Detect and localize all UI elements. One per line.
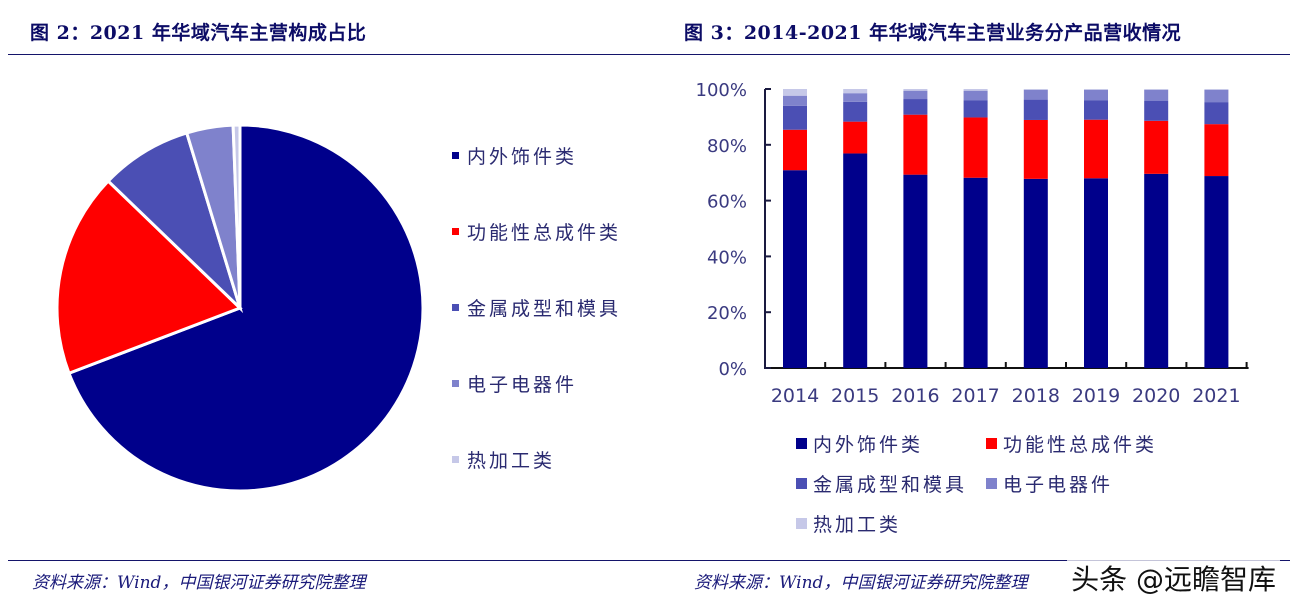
title-divider	[8, 54, 650, 55]
y-tick-label: 0%	[718, 359, 747, 380]
legend-item: 内外饰件类	[452, 142, 577, 169]
bar-segment	[1204, 89, 1229, 103]
y-tick-label: 40%	[707, 247, 747, 268]
y-tick-label: 100%	[696, 80, 747, 101]
bar-segment	[843, 93, 868, 102]
legend-swatch	[796, 438, 807, 449]
bar-segment	[783, 129, 807, 171]
bar-segment	[1204, 176, 1229, 368]
bar-segment	[843, 121, 868, 154]
legend-swatch	[452, 456, 459, 463]
bar-segment	[783, 95, 807, 106]
bar-segment	[903, 90, 928, 100]
bar-segment	[1084, 119, 1108, 179]
legend-swatch	[796, 478, 807, 489]
bar-segment	[1204, 89, 1229, 90]
source-divider	[650, 560, 1290, 561]
legend-item: 热加工类	[796, 510, 901, 537]
source-divider	[8, 560, 650, 561]
bar-segment	[903, 174, 928, 368]
bar-segment	[1144, 100, 1169, 121]
stacked-bar-chart: 0% 20% 40% 60% 80% 100% 2014 2015 2016 2017 2018 20…	[696, 80, 1249, 407]
legend-label: 热加工类	[467, 450, 556, 472]
bar-segment	[963, 177, 988, 368]
bar-segment	[1023, 99, 1048, 120]
bar-segment	[783, 89, 807, 96]
bar-segment	[1023, 119, 1048, 179]
legend-item: 功能性总成件类	[986, 430, 1157, 457]
bar-segment	[903, 114, 928, 175]
legend-item: 电子电器件	[986, 470, 1113, 497]
y-tick-label: 20%	[707, 303, 747, 324]
legend-item: 热加工类	[452, 446, 555, 473]
bar-segment	[963, 117, 988, 178]
bar-source-note: 资料来源：Wind，中国银河证券研究院整理	[694, 573, 1028, 593]
pie-source-note: 资料来源：Wind，中国银河证券研究院整理	[32, 573, 366, 593]
pie-slice-1	[55, 178, 243, 376]
y-tick-label: 60%	[707, 192, 747, 213]
bar-segment	[783, 105, 807, 130]
title-divider	[650, 54, 1290, 55]
bar-segment	[963, 89, 988, 91]
legend-item: 功能性总成件类	[452, 218, 621, 245]
bar-segment	[1023, 178, 1048, 368]
legend-label: 功能性总成件类	[1003, 434, 1158, 456]
bar-segment	[1144, 89, 1169, 90]
bar-segment	[963, 90, 988, 101]
legend-label: 功能性总成件类	[467, 222, 622, 244]
legend-swatch	[452, 380, 459, 387]
bar-segment	[1144, 89, 1169, 101]
legend-label: 热加工类	[813, 514, 902, 536]
pie-chart	[55, 123, 425, 493]
legend-swatch	[452, 304, 459, 311]
legend-label: 内外饰件类	[467, 146, 578, 168]
legend-swatch	[452, 228, 459, 235]
legend-label: 金属成型和模具	[813, 474, 968, 496]
x-tick-label: 2017	[951, 385, 999, 407]
bar-segment	[1084, 89, 1108, 90]
x-tick-label: 2016	[891, 385, 939, 407]
bar-segment	[903, 99, 928, 115]
bar-segment	[1023, 89, 1048, 90]
bar-segment	[843, 101, 868, 122]
x-tick-label: 2020	[1132, 385, 1180, 407]
bar-segment	[1204, 102, 1229, 125]
pie-slice-2	[106, 131, 244, 314]
bar-segment	[1023, 89, 1048, 100]
bar-segment	[843, 89, 868, 94]
x-tick-label: 2018	[1012, 385, 1060, 407]
legend-label: 电子电器件	[467, 374, 578, 396]
x-tick-label: 2021	[1192, 385, 1240, 407]
legend-label: 内外饰件类	[813, 434, 924, 456]
bar-segment	[1144, 120, 1169, 174]
legend-label: 金属成型和模具	[467, 298, 622, 320]
bar-segment	[903, 89, 928, 91]
pie-slice-4	[231, 123, 242, 309]
bar-figure-title: 图 3：2014-2021 年华域汽车主营业务分产品营收情况	[684, 22, 1182, 44]
legend-item: 金属成型和模具	[452, 294, 621, 321]
legend-swatch	[986, 478, 997, 489]
legend-swatch	[796, 518, 807, 529]
legend-item: 内外饰件类	[796, 430, 923, 457]
bar-segment	[1204, 124, 1229, 177]
bar-segment	[1084, 178, 1108, 368]
legend-label: 电子电器件	[1003, 474, 1114, 496]
x-tick-label: 2019	[1072, 385, 1120, 407]
bar-segment	[783, 170, 807, 368]
bar-segment	[1084, 100, 1108, 120]
y-tick-label: 80%	[707, 136, 747, 157]
pie-slice-0	[67, 123, 425, 493]
bar-segment	[843, 153, 868, 368]
bar-segment	[963, 100, 988, 118]
legend-item: 电子电器件	[452, 370, 577, 397]
legend-swatch	[986, 438, 997, 449]
x-tick-label: 2015	[831, 385, 879, 407]
x-tick-label: 2014	[771, 385, 819, 407]
bar-segment	[1084, 89, 1108, 101]
legend-swatch	[452, 152, 459, 159]
pie-figure-title: 图 2：2021 年华域汽车主营构成占比	[30, 22, 367, 44]
bar-segment	[1144, 173, 1169, 368]
watermark: 头条 @远瞻智库	[1067, 558, 1280, 598]
legend-item: 金属成型和模具	[796, 470, 967, 497]
